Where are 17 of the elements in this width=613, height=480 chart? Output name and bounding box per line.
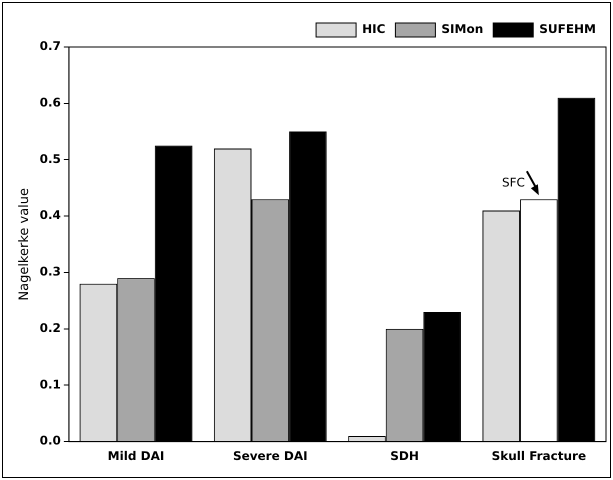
legend-label: HIC <box>362 22 386 36</box>
y-tick-label: 0.4 <box>40 208 61 222</box>
x-tick-label: Severe DAI <box>232 448 308 463</box>
x-tick-label: Mild DAI <box>108 448 164 463</box>
y-tick-label: 0.5 <box>40 152 61 166</box>
y-tick-label: 0.2 <box>40 320 61 335</box>
annotation: SFC <box>502 175 525 190</box>
y-tick-label: 0.3 <box>40 264 61 279</box>
y-tick-label: 0.6 <box>40 95 61 110</box>
y-tick-label: 0.0 <box>40 434 61 448</box>
y-axis-title: Nagelkerke value <box>17 188 32 301</box>
legend-label: SUFEHM <box>539 22 596 36</box>
x-tick-label: SDH <box>390 448 419 463</box>
legend-label: SIMon <box>441 22 484 36</box>
y-tick-label: 0.1 <box>40 377 61 392</box>
x-tick-label: Skull Fracture <box>492 448 586 463</box>
y-tick-label: 0.7 <box>40 39 61 54</box>
